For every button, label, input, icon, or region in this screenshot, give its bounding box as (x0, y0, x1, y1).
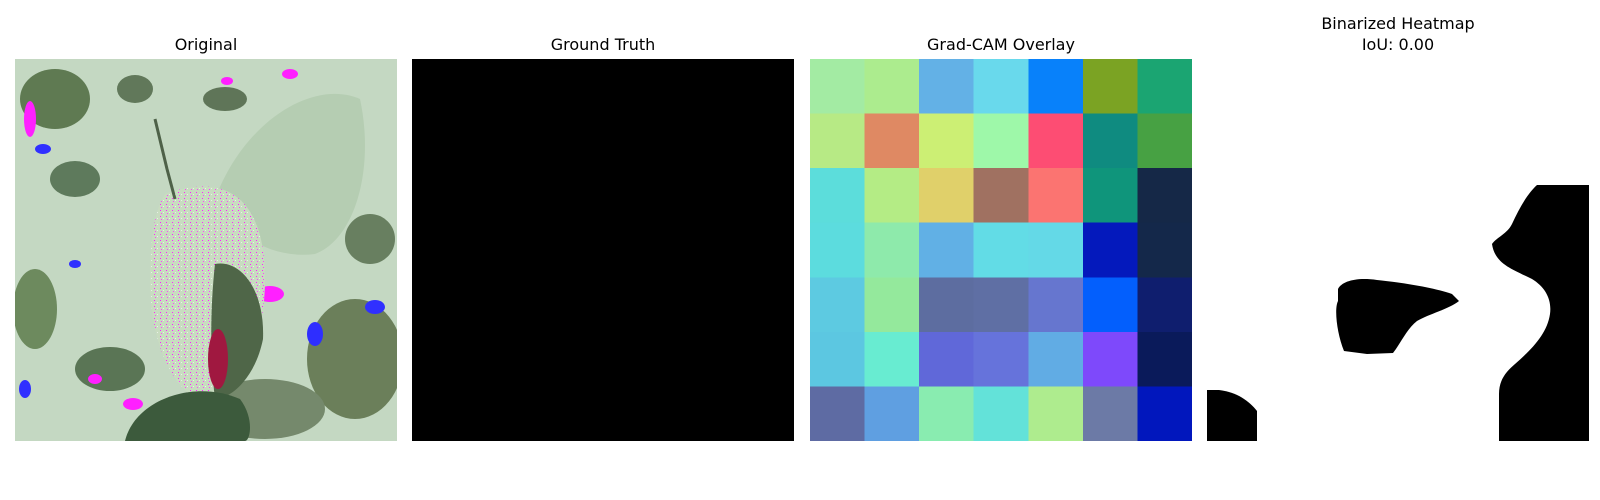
heatmap-cell (1137, 277, 1192, 333)
heatmap-cell (1082, 59, 1138, 115)
heatmap-cell (864, 331, 920, 387)
heatmap-cell (919, 277, 975, 333)
mask-region-right (1492, 185, 1589, 441)
original-title: Original (174, 35, 238, 54)
heatmap-cell (919, 168, 975, 224)
heatmap-cell (973, 331, 1029, 387)
heatmap-cell (1082, 168, 1138, 224)
heatmap-cell (810, 277, 866, 333)
heatmap-cell (1082, 386, 1138, 441)
heatmap-cell (919, 113, 975, 169)
binarized-heatmap-title: Binarized Heatmap (1321, 14, 1475, 33)
heatmap-cell (1028, 386, 1084, 441)
ground-truth-title: Ground Truth (550, 35, 656, 54)
gradcam-heatmap (810, 59, 1192, 441)
heatmap-cell (810, 222, 866, 278)
gradcam-overlay-title: Grad-CAM Overlay (927, 35, 1075, 54)
heatmap-cell (1028, 222, 1084, 278)
heatmap-cell (1137, 59, 1192, 115)
heatmap-cell (1082, 222, 1138, 278)
heatmap-cell (973, 113, 1029, 169)
heatmap-cell (973, 386, 1029, 441)
heatmap-cell (973, 168, 1029, 224)
heatmap-cell (864, 59, 920, 115)
heatmap-cell (973, 277, 1029, 333)
heatmap-cell (810, 59, 866, 115)
heatmap-cell (1137, 222, 1192, 278)
heatmap-cell (973, 222, 1029, 278)
heatmap-cell (1028, 113, 1084, 169)
heatmap-cell (1028, 168, 1084, 224)
heatmap-cell (1028, 59, 1084, 115)
heatmap-cell (1082, 113, 1138, 169)
heatmap-cell (1137, 331, 1192, 387)
mask-region-corner (1207, 390, 1257, 441)
heatmap-cell (919, 222, 975, 278)
heatmap-cell (1137, 113, 1192, 169)
heatmap-cell (1028, 277, 1084, 333)
heatmap-cell (919, 59, 975, 115)
mask-blob-center (1336, 279, 1459, 354)
heatmap-cell (1082, 277, 1138, 333)
heatmap-cell (864, 168, 920, 224)
heatmap-cell (1082, 331, 1138, 387)
heatmap-cell (1137, 386, 1192, 441)
ground-truth-mask (412, 59, 794, 441)
heatmap-cell (864, 386, 920, 441)
heatmap-cell (919, 386, 975, 441)
heatmap-cell (810, 113, 866, 169)
iou-subtitle: IoU: 0.00 (1361, 35, 1435, 54)
binarized-mask (1207, 59, 1589, 441)
heatmap-cell (1137, 168, 1192, 224)
heatmap-cell (810, 168, 866, 224)
heatmap-cell (864, 113, 920, 169)
heatmap-cell (864, 277, 920, 333)
heatmap-cell (1028, 331, 1084, 387)
heatmap-cell (973, 59, 1029, 115)
original-image (15, 59, 397, 441)
heatmap-cell (864, 222, 920, 278)
heatmap-cell (810, 331, 866, 387)
heatmap-cell (919, 331, 975, 387)
heatmap-cell (810, 386, 866, 441)
